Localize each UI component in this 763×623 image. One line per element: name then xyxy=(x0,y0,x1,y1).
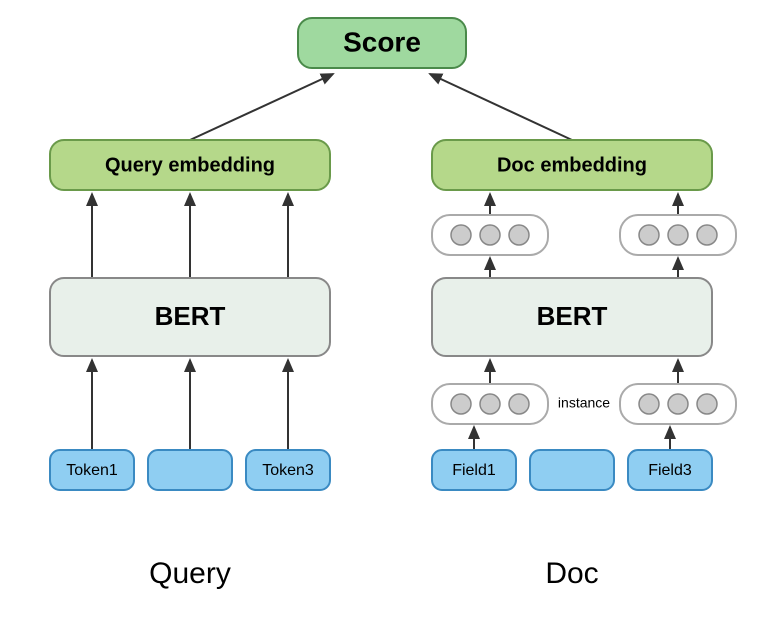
doc_embed-label: Doc embedding xyxy=(497,154,647,176)
token2 xyxy=(148,450,232,490)
score-label: Score xyxy=(343,26,421,57)
field1-label: Field1 xyxy=(452,462,496,479)
architecture-diagram: Score Query embedding Doc embedding BERT BER… xyxy=(0,0,763,623)
token1-label: Token1 xyxy=(66,462,118,479)
section-label-query: Query xyxy=(149,557,231,590)
arrow xyxy=(430,74,572,140)
section-label-doc: Doc xyxy=(545,557,598,590)
arrow xyxy=(190,74,333,140)
instance-label: instance xyxy=(558,395,610,411)
bert_right-label: BERT xyxy=(537,301,608,331)
bert_left-label: BERT xyxy=(155,301,226,331)
token3-label: Token3 xyxy=(262,462,314,479)
field2 xyxy=(530,450,614,490)
field3-label: Field3 xyxy=(648,462,692,479)
query_embed-label: Query embedding xyxy=(105,154,275,176)
